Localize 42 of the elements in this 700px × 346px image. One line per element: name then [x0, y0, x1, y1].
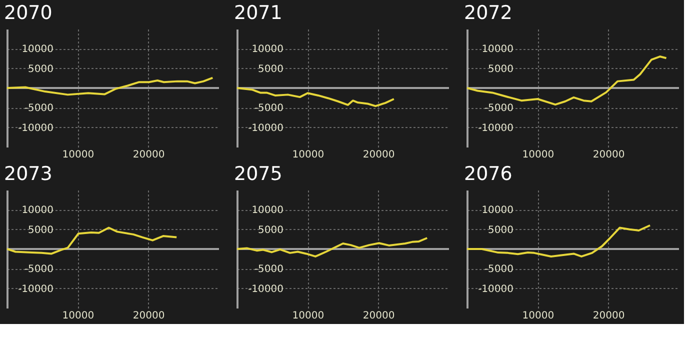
- y-tick-label: 5000: [28, 64, 54, 75]
- chart-title: 2075: [234, 163, 282, 185]
- y-tick-label: -5000: [254, 103, 284, 114]
- x-tick-label: 20000: [592, 150, 625, 160]
- y-tick-label: -5000: [254, 264, 284, 276]
- chart-title: 2072: [464, 2, 512, 24]
- chart-title: 2076: [464, 163, 512, 185]
- y-tick-label: 5000: [488, 224, 514, 236]
- x-tick-label: 20000: [362, 310, 395, 322]
- y-tick-label: -5000: [484, 264, 514, 276]
- x-tick-label: 20000: [592, 310, 625, 322]
- y-tick-label: 10000: [252, 44, 284, 56]
- y-tick-label: 10000: [482, 205, 514, 216]
- x-tick-label: 10000: [62, 310, 94, 322]
- y-tick-label: 5000: [258, 224, 284, 236]
- y-tick-label: -10000: [18, 284, 54, 295]
- x-tick-label: 10000: [522, 310, 554, 322]
- y-tick-label: -10000: [248, 122, 284, 134]
- y-tick-label: -5000: [24, 264, 54, 276]
- x-tick-label: 20000: [132, 150, 165, 160]
- chart-title: 2070: [4, 2, 52, 24]
- y-tick-label: 5000: [258, 64, 284, 75]
- y-tick-label: 10000: [252, 205, 284, 216]
- y-tick-label: 5000: [28, 224, 54, 236]
- y-tick-label: -10000: [18, 122, 54, 134]
- x-tick-label: 20000: [362, 150, 395, 160]
- y-tick-label: 5000: [488, 64, 514, 75]
- y-tick-label: -10000: [478, 284, 514, 295]
- y-tick-label: 10000: [22, 44, 54, 56]
- x-tick-label: 10000: [292, 150, 324, 160]
- y-tick-label: 10000: [482, 44, 514, 56]
- chart-title: 2073: [4, 163, 52, 185]
- x-tick-label: 10000: [522, 150, 554, 160]
- x-tick-label: 20000: [132, 310, 165, 322]
- x-tick-label: 10000: [62, 150, 94, 160]
- y-tick-label: 10000: [22, 205, 54, 216]
- y-tick-label: -5000: [24, 103, 54, 114]
- chart-title: 2071: [234, 2, 282, 24]
- y-tick-label: -5000: [484, 103, 514, 114]
- y-tick-label: -10000: [478, 122, 514, 134]
- y-tick-label: -10000: [248, 284, 284, 295]
- x-tick-label: 10000: [292, 310, 324, 322]
